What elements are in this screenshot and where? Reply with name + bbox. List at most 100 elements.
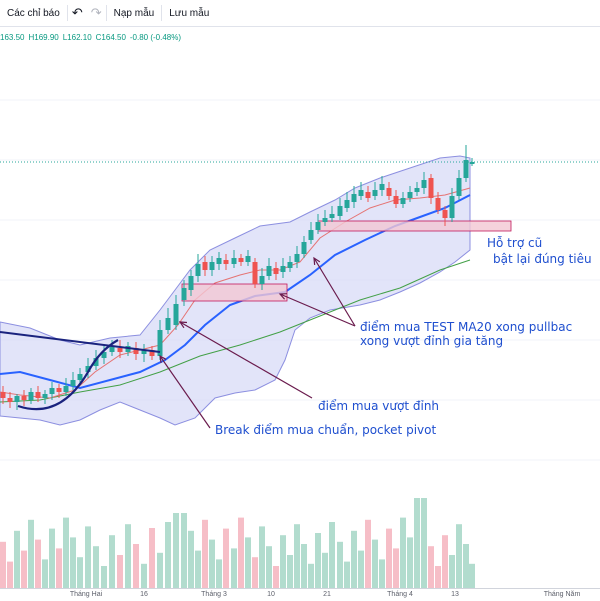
candle-body xyxy=(428,178,434,198)
ohlc-high: H169.90 xyxy=(28,33,59,42)
undo-icon[interactable]: ↶ xyxy=(71,5,83,20)
volume-bar xyxy=(294,524,300,588)
indicators-button[interactable]: Các chỉ báo xyxy=(0,0,67,26)
candle-body xyxy=(308,230,314,240)
volume-bar xyxy=(63,517,69,588)
xaxis-label: Tháng 3 xyxy=(201,591,227,598)
top-toolbar: Các chỉ báo ↶ ↷ Nạp mẫu Lưu mẫu xyxy=(0,0,600,27)
candle-body xyxy=(287,262,293,268)
volume-bar xyxy=(372,539,378,588)
volume-bar xyxy=(7,561,13,588)
volume-bar xyxy=(109,535,115,588)
ma10-line xyxy=(0,187,471,399)
candle-body xyxy=(173,304,179,325)
candle-body xyxy=(165,318,171,330)
volume-bar xyxy=(93,546,99,588)
save-template-button[interactable]: Lưu mẫu xyxy=(162,0,216,26)
candle-body xyxy=(273,268,279,274)
volume-bar xyxy=(266,546,272,588)
candle-body xyxy=(259,276,265,284)
arrow-breakout-high xyxy=(179,321,313,399)
volume-bar xyxy=(173,513,179,588)
volume-bar xyxy=(400,517,406,588)
candle-body xyxy=(344,200,350,208)
volume-bar xyxy=(301,544,307,588)
toolbar-divider xyxy=(161,5,163,21)
volume-bar xyxy=(344,561,350,588)
volume-bar xyxy=(315,533,321,588)
ohlc-legend: 163.50 H169.90 L162.10 C164.50 -0.80 (-0.48%… xyxy=(0,33,185,42)
candle-body xyxy=(322,218,328,222)
candle-body xyxy=(0,392,6,398)
volume-bar xyxy=(287,555,293,588)
annotation-test-ma20-line2: xong vượt đỉnh gia tăng xyxy=(360,334,504,348)
volume-bar xyxy=(456,524,462,588)
candle-body xyxy=(101,352,107,358)
volume-bar xyxy=(365,519,371,588)
volume-bar xyxy=(195,550,201,588)
load-template-button[interactable]: Nạp mẫu xyxy=(107,0,162,26)
candle-body xyxy=(202,262,208,270)
candle-body xyxy=(109,346,115,352)
candlesticks xyxy=(0,145,475,410)
candle-body xyxy=(141,350,147,354)
candle-body xyxy=(463,160,469,178)
candle-body xyxy=(407,192,413,198)
candle-body xyxy=(63,386,69,392)
volume-bar xyxy=(141,563,147,588)
candle-body xyxy=(358,190,364,196)
volume-bar xyxy=(101,566,107,588)
candle-body xyxy=(7,398,13,402)
volume-bar xyxy=(56,548,62,588)
volume-bar xyxy=(463,544,469,588)
redo-icon[interactable]: ↷ xyxy=(90,5,102,20)
candle-body xyxy=(238,258,244,262)
volume-bar xyxy=(49,528,55,588)
candle-body xyxy=(35,392,41,398)
time-axis[interactable]: Tháng Hai 16 Tháng 3 10 21 Tháng 4 13 Th… xyxy=(0,588,600,601)
arrow-breakout-high-head xyxy=(178,321,188,329)
volume-bar xyxy=(181,513,187,588)
volume-bar xyxy=(117,555,123,588)
volume-bar xyxy=(351,530,357,588)
price-chart[interactable] xyxy=(0,0,600,588)
candle-body xyxy=(393,196,399,204)
volume-bar xyxy=(469,563,475,588)
candle-body xyxy=(231,258,237,264)
candle-body xyxy=(209,262,215,270)
volume-bar xyxy=(329,522,335,588)
volume-bar xyxy=(273,566,279,588)
candle-body xyxy=(93,358,99,366)
candle-body xyxy=(14,396,20,402)
volume-bar xyxy=(70,537,76,588)
volume-bar xyxy=(85,526,91,588)
volume-bar xyxy=(358,550,364,588)
volume-bar xyxy=(421,498,427,588)
candle-body xyxy=(77,374,83,380)
volume-bar xyxy=(28,519,34,588)
toolbar-divider xyxy=(105,5,107,21)
arrow-test-ma20-1-head xyxy=(278,293,288,300)
toolbar-divider xyxy=(66,5,68,21)
cup-curve xyxy=(17,339,119,411)
candle-body xyxy=(449,196,455,218)
candle-body xyxy=(456,178,462,196)
volume-bar xyxy=(322,552,328,588)
save-template-label: Lưu mẫu xyxy=(169,7,210,19)
volume-bar xyxy=(231,548,237,588)
candle-body xyxy=(49,388,55,394)
volume-bar xyxy=(157,552,163,588)
arrow-break-pocket xyxy=(159,355,211,429)
volume-bar xyxy=(202,519,208,588)
annotation-break-pocket: Break điểm mua chuẩn, pocket pivot xyxy=(215,423,437,437)
volume-bars xyxy=(0,498,475,588)
candle-body xyxy=(223,260,229,264)
volume-bar xyxy=(379,559,385,588)
xaxis-label: 16 xyxy=(140,591,148,598)
arrow-break-pocket-head xyxy=(159,354,167,364)
ohlc-close: C164.50 xyxy=(95,33,126,42)
xaxis-label: 10 xyxy=(267,591,275,598)
volume-bar xyxy=(0,541,6,588)
indicators-label: Các chỉ báo xyxy=(7,7,60,19)
volume-bar xyxy=(252,557,258,588)
